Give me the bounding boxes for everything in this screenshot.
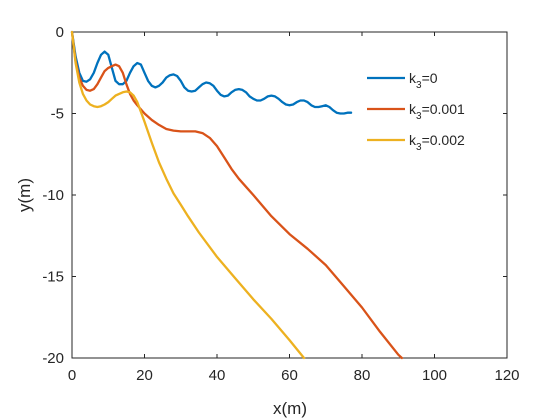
y-tick-label: 0 — [56, 24, 64, 41]
legend-label-1: k3=0 — [409, 70, 438, 91]
x-tick-label: 120 — [494, 367, 519, 384]
x-tick-label: 80 — [354, 367, 371, 384]
y-tick-label: -5 — [51, 106, 64, 123]
y-axis-ticks: 0 -5 -10 -15 -20 — [42, 24, 507, 367]
y-tick-label: -10 — [42, 187, 64, 204]
y-tick-label: -20 — [42, 350, 64, 367]
series-line-3 — [70, 30, 306, 360]
x-axis-label: x(m) — [273, 399, 307, 418]
plot-area — [71, 31, 508, 359]
series-line-1 — [70, 30, 353, 115]
axes-box — [71, 31, 508, 359]
y-tick-label: -15 — [42, 269, 64, 286]
y-axis-label: y(m) — [15, 178, 34, 212]
series-group — [70, 30, 404, 360]
x-tick-label: 60 — [281, 367, 298, 384]
x-tick-label: 0 — [68, 367, 76, 384]
x-tick-label: 20 — [136, 367, 153, 384]
x-tick-label: 40 — [209, 367, 226, 384]
legend-label-3: k3=0.002 — [409, 132, 465, 153]
legend-label-2: k3=0.001 — [409, 101, 465, 122]
series-line-2 — [70, 30, 404, 360]
x-tick-label: 100 — [422, 367, 447, 384]
legend: k3=0 k3=0.001 k3=0.002 — [367, 70, 465, 153]
x-axis-ticks: 0 20 40 60 80 100 120 — [68, 32, 520, 384]
